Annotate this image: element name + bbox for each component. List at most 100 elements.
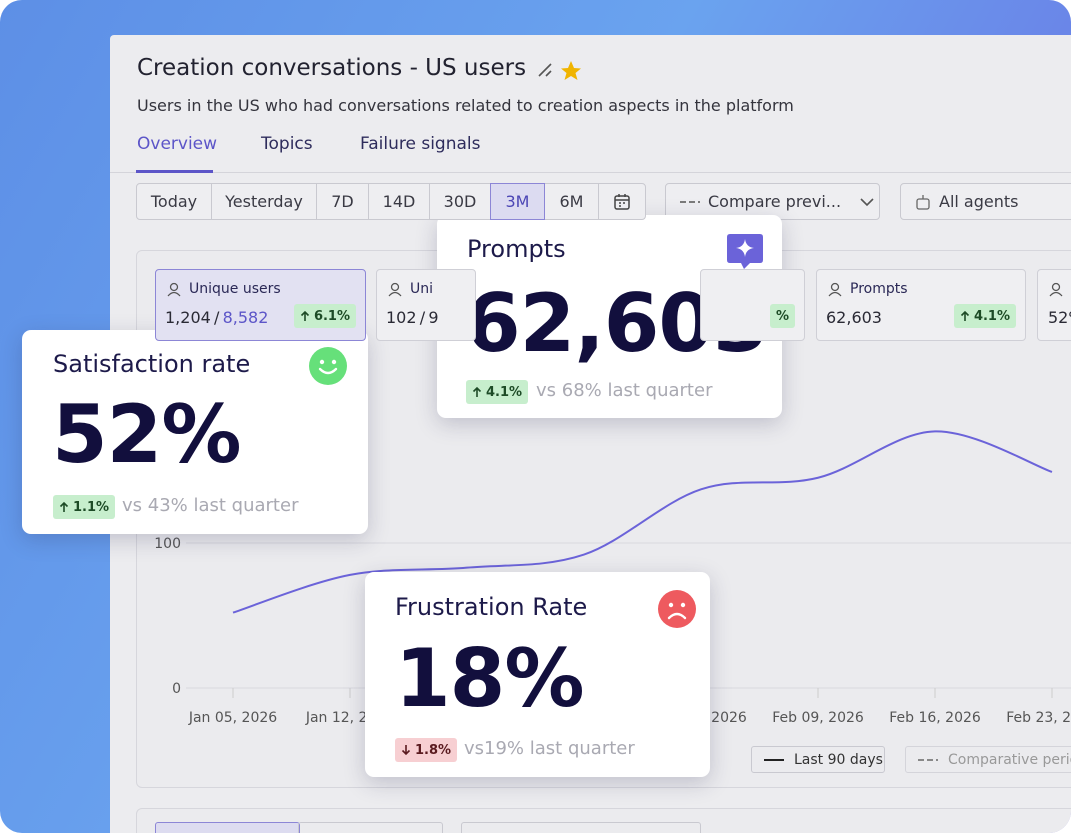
metric-tile[interactable]: Unique users 1,204 / 8,582 6.1% bbox=[155, 269, 366, 341]
legend-item[interactable]: Last 90 days bbox=[751, 746, 885, 773]
tile-separator: / bbox=[416, 308, 429, 327]
metric-tile[interactable]: 52% bbox=[1037, 269, 1071, 341]
range-button[interactable]: 3M bbox=[490, 183, 545, 220]
icon-shape bbox=[169, 282, 179, 292]
sparkle-icon bbox=[727, 234, 763, 269]
tile-separator: / bbox=[210, 308, 223, 327]
dash-icon bbox=[680, 200, 700, 203]
range-button[interactable]: Yesterday bbox=[211, 183, 317, 220]
card-title: Satisfaction rate bbox=[53, 350, 251, 378]
tile-total: 8,582 bbox=[222, 308, 269, 327]
range-button[interactable]: 7D bbox=[316, 183, 369, 220]
range-button[interactable]: 30D bbox=[429, 183, 491, 220]
tile-label: Prompts bbox=[850, 281, 908, 297]
trend-arrow bbox=[960, 310, 970, 321]
tile-total: 9 bbox=[428, 308, 439, 327]
satisfaction-card: Satisfaction rate 52% 1.1% vs 43% last q… bbox=[22, 330, 368, 534]
card-title: Prompts bbox=[467, 235, 566, 263]
icon-shape bbox=[1049, 291, 1063, 297]
sad-icon bbox=[658, 590, 696, 628]
legend-label: Comparative period bbox=[948, 751, 1071, 768]
icon-shape bbox=[390, 282, 400, 292]
tab-divider bbox=[110, 172, 1071, 173]
compare-dropdown[interactable]: Compare previ... bbox=[665, 183, 880, 220]
legend-swatch bbox=[918, 758, 938, 761]
tile-badge: 4.1% bbox=[953, 304, 1016, 328]
icon-shape bbox=[1051, 282, 1061, 292]
x-tick-label: Feb 23, 2026 bbox=[1006, 710, 1071, 726]
agents-label: All agents bbox=[939, 192, 1019, 211]
agent-icon bbox=[916, 194, 930, 210]
card-badge: 1.1% bbox=[53, 495, 116, 519]
page-title: Creation conversations - US users bbox=[137, 55, 527, 81]
trend-arrow bbox=[59, 501, 69, 512]
tile-number: 102 bbox=[386, 308, 417, 327]
card-note: vs 68% last quarter bbox=[536, 380, 713, 401]
badge-text: 1.1% bbox=[73, 499, 110, 515]
legend-item[interactable]: Comparative period bbox=[905, 746, 1071, 773]
metric-tile[interactable]: % bbox=[700, 269, 805, 341]
agents-dropdown[interactable]: All agents bbox=[900, 183, 1071, 220]
tile-number: 52% bbox=[1048, 308, 1071, 327]
trend-arrow bbox=[300, 310, 310, 321]
icon-shape bbox=[828, 291, 842, 297]
arrow-shape bbox=[300, 310, 310, 321]
x-tick-label: Jan 05, 2026 bbox=[188, 710, 277, 726]
tile-value: 52% bbox=[1048, 308, 1071, 327]
bottom-button[interactable] bbox=[298, 822, 443, 833]
tab[interactable]: Failure signals bbox=[360, 134, 481, 154]
tile-label: Unique users bbox=[189, 281, 281, 297]
metric-tile[interactable]: Uni 102 / 9 bbox=[376, 269, 476, 341]
bottom-button[interactable] bbox=[155, 822, 300, 833]
tile-icon bbox=[167, 282, 181, 297]
tile-value: 62,603 bbox=[826, 308, 882, 327]
y-tick-label: 0 bbox=[172, 681, 181, 697]
arrow-shape bbox=[472, 386, 482, 397]
card-note: vs19% last quarter bbox=[464, 738, 635, 759]
arrow-shape bbox=[401, 745, 411, 756]
badge-text: 4.1% bbox=[486, 384, 523, 400]
calendar-icon bbox=[614, 193, 630, 210]
range-button[interactable]: 6M bbox=[544, 183, 599, 220]
range-button[interactable]: 14D bbox=[368, 183, 430, 220]
card-value: 52% bbox=[52, 388, 241, 481]
tile-number: 62,603 bbox=[826, 308, 882, 327]
search-box[interactable] bbox=[461, 822, 701, 833]
badge-text: 4.1% bbox=[973, 308, 1010, 324]
smile-icon bbox=[309, 347, 347, 385]
tab[interactable]: Topics bbox=[261, 134, 313, 154]
card-value: 18% bbox=[395, 632, 584, 725]
tile-icon bbox=[1049, 282, 1063, 297]
tile-value: 102 / 9 bbox=[386, 308, 439, 327]
badge-text: % bbox=[775, 308, 789, 324]
arrow-shape bbox=[960, 310, 970, 321]
badge-text: 1.8% bbox=[415, 742, 452, 758]
arrow-shape bbox=[59, 501, 69, 512]
y-tick-label: 100 bbox=[154, 536, 181, 552]
badge-text: 6.1% bbox=[313, 308, 350, 324]
tile-label: Uni bbox=[410, 281, 434, 297]
metric-tile[interactable]: Prompts 62,603 4.1% bbox=[816, 269, 1026, 341]
tile-number: 1,204 bbox=[165, 308, 211, 327]
legend-swatch bbox=[764, 758, 784, 761]
tab-underline bbox=[136, 170, 213, 173]
page-subtitle: Users in the US who had conversations re… bbox=[137, 96, 794, 115]
tab[interactable]: Overview bbox=[137, 134, 218, 154]
card-note: vs 43% last quarter bbox=[122, 495, 299, 516]
series-line bbox=[232, 430, 1053, 614]
x-tick-label: Feb 09, 2026 bbox=[772, 710, 864, 726]
calendar-button[interactable] bbox=[598, 183, 646, 220]
legend-label: Last 90 days bbox=[794, 751, 883, 768]
calendar-shape bbox=[615, 193, 629, 207]
calendar-shape bbox=[614, 194, 630, 210]
frustration-card: Frustration Rate 18% 1.8% vs19% last qua… bbox=[365, 572, 710, 777]
x-tick-label: Feb 16, 2026 bbox=[889, 710, 981, 726]
chevron-icon bbox=[860, 197, 874, 206]
card-badge: 1.8% bbox=[395, 738, 458, 762]
compare-label: Compare previ... bbox=[708, 192, 842, 211]
range-button[interactable]: Today bbox=[136, 183, 212, 220]
tile-icon bbox=[828, 282, 842, 297]
card-title: Frustration Rate bbox=[395, 593, 588, 621]
title-icons bbox=[538, 61, 581, 80]
